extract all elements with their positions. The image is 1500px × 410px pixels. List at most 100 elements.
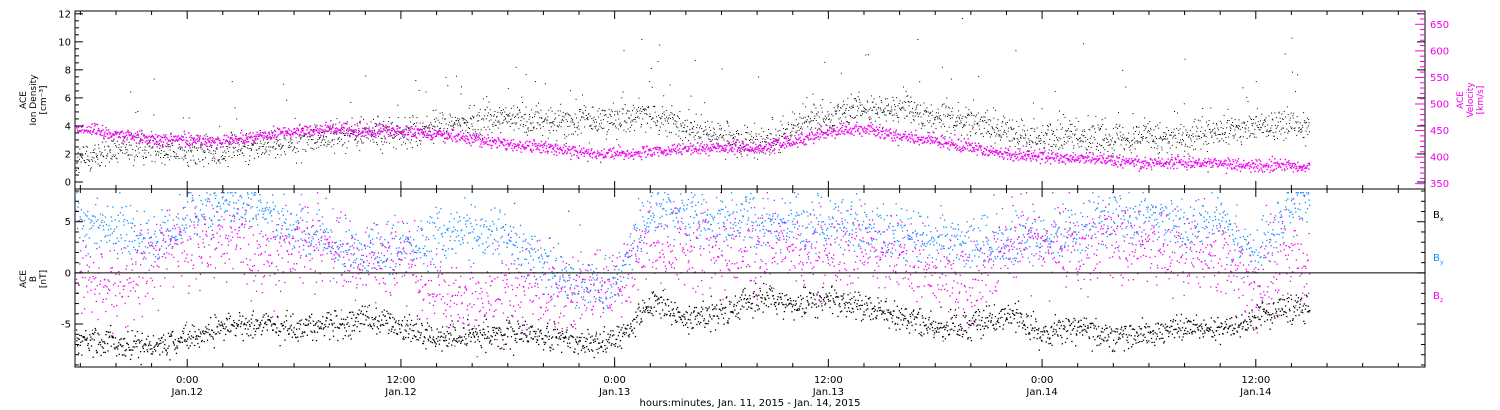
density-point [832, 125, 833, 126]
velocity-point [764, 152, 766, 155]
velocity-point [753, 141, 755, 143]
velocity-point [222, 146, 224, 148]
density-point [1213, 142, 1215, 144]
density-point [1081, 140, 1083, 142]
velocity-point [418, 128, 420, 131]
density-point [981, 116, 983, 118]
density-point [1215, 133, 1216, 135]
density-point [551, 122, 553, 124]
velocity-point [393, 133, 395, 136]
velocity-point [943, 146, 945, 148]
density-point [1071, 123, 1073, 125]
velocity-point [158, 135, 160, 137]
density-point [1000, 139, 1001, 141]
density-point [892, 120, 894, 122]
density-point [516, 114, 518, 116]
velocity-point [667, 153, 669, 155]
density-point [821, 111, 823, 113]
density-point [982, 121, 984, 123]
velocity-point [1044, 161, 1047, 164]
density-point [558, 124, 560, 126]
density-point [719, 135, 721, 137]
density-point [108, 146, 110, 148]
velocity-point [1108, 155, 1111, 158]
density-point [366, 123, 368, 125]
density-point [634, 130, 636, 132]
density-point [767, 135, 769, 137]
density-point [910, 122, 912, 124]
velocity-point [755, 148, 757, 150]
velocity-point [861, 135, 863, 137]
density-point [131, 132, 132, 134]
velocity-point [955, 146, 957, 148]
velocity-point [429, 130, 431, 132]
velocity-point [590, 152, 592, 155]
density-point [1083, 135, 1085, 137]
velocity-point [226, 139, 228, 142]
velocity-point [869, 130, 871, 133]
velocity-point [278, 128, 281, 131]
velocity-point [551, 145, 553, 147]
density-point [346, 121, 348, 123]
velocity-point [420, 129, 422, 131]
density-point [515, 123, 517, 125]
density-point [596, 129, 598, 131]
velocity-point [484, 141, 486, 143]
velocity-point [230, 138, 232, 140]
density-point [529, 122, 531, 124]
velocity-point [189, 136, 191, 138]
density-point [1059, 123, 1061, 125]
velocity-point [595, 156, 597, 158]
velocity-point [405, 133, 407, 136]
density-point [166, 146, 168, 148]
velocity-point [459, 139, 461, 141]
velocity-point [568, 149, 570, 151]
density-point [150, 154, 152, 156]
density-point [950, 78, 952, 80]
velocity-point [464, 140, 466, 142]
density-point [193, 145, 195, 147]
velocity-point [411, 135, 413, 138]
density-point [1244, 127, 1246, 129]
density-point [1223, 114, 1225, 116]
density-point [226, 148, 228, 150]
density-point [524, 131, 526, 133]
density-point [249, 159, 250, 161]
velocity-point [624, 154, 627, 156]
velocity-point [516, 149, 518, 151]
density-point [559, 110, 561, 112]
density-point [585, 106, 587, 108]
density-point [638, 117, 640, 119]
density-point [687, 146, 689, 148]
density-point [922, 125, 924, 127]
density-point [196, 163, 198, 165]
density-point [339, 140, 341, 142]
density-point [533, 128, 535, 130]
density-point [449, 115, 451, 117]
velocity-point [1117, 166, 1119, 168]
velocity-point [160, 140, 163, 143]
density-point [315, 126, 317, 127]
density-point [84, 162, 86, 164]
density-point [1002, 121, 1004, 122]
density-point [1199, 138, 1201, 140]
density-point [392, 137, 394, 139]
density-point [952, 114, 954, 116]
velocity-point [103, 135, 105, 137]
density-point [256, 149, 258, 151]
velocity-point [539, 145, 541, 147]
velocity-point [77, 131, 79, 133]
velocity-point [631, 155, 634, 157]
density-point [1138, 131, 1140, 133]
density-point [1247, 121, 1249, 122]
density-spike-point [641, 39, 643, 40]
velocity-point [376, 124, 378, 126]
velocity-point [933, 142, 935, 144]
density-point [915, 107, 917, 109]
velocity-point [874, 130, 876, 132]
density-point [640, 126, 642, 128]
density-point [392, 138, 394, 139]
density-point [1094, 131, 1096, 133]
density-point [531, 129, 533, 131]
density-point [1285, 116, 1287, 118]
